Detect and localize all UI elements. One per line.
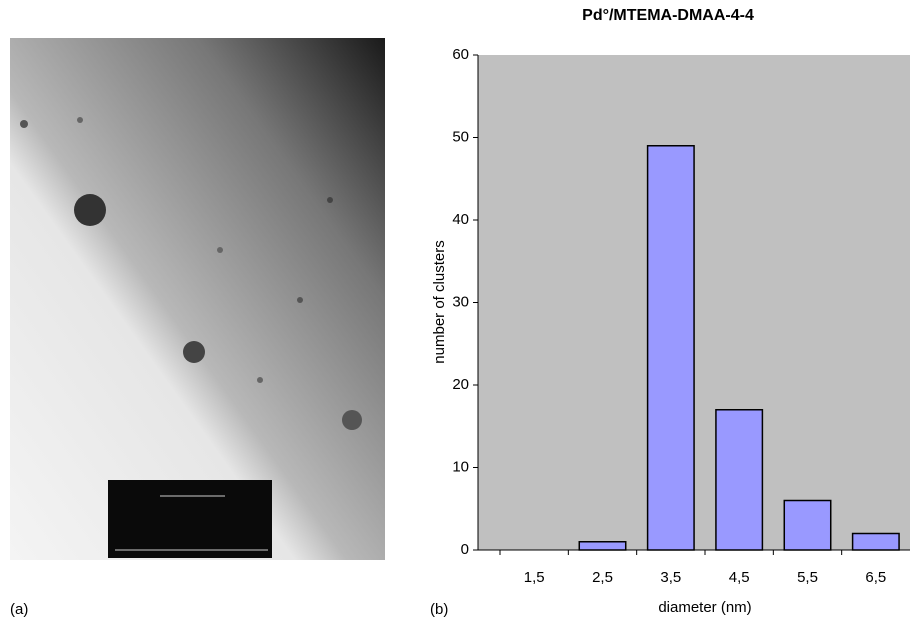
x-tick-label: 5,5 bbox=[797, 569, 818, 586]
y-tick-label: 50 bbox=[452, 128, 469, 145]
x-tick-label: 2,5 bbox=[592, 569, 613, 586]
bar bbox=[715, 409, 764, 551]
bar bbox=[851, 532, 900, 551]
x-tick-label: 6,5 bbox=[865, 569, 886, 586]
panel-label: (a) bbox=[10, 601, 28, 618]
y-tick-label: 10 bbox=[452, 458, 469, 475]
y-tick-label: 40 bbox=[452, 211, 469, 228]
chart-title: Pd°/MTEMA-DMAA-4-4 bbox=[582, 7, 754, 24]
x-tick-label: 1,5 bbox=[524, 569, 545, 586]
y-tick-label: 20 bbox=[452, 376, 469, 393]
x-tick-label: 4,5 bbox=[729, 569, 750, 586]
y-axis-label: number of clusters bbox=[431, 240, 448, 363]
x-axis-label: diameter (nm) bbox=[658, 599, 751, 616]
bar bbox=[783, 499, 832, 551]
bar bbox=[646, 145, 695, 551]
tem-image bbox=[10, 38, 385, 560]
y-tick-label: 0 bbox=[461, 541, 469, 558]
y-tick-label: 60 bbox=[452, 46, 469, 63]
bar bbox=[578, 541, 627, 551]
y-tick-label: 30 bbox=[452, 293, 469, 310]
x-tick-label: 3,5 bbox=[660, 569, 681, 586]
panel-label: (b) bbox=[430, 601, 448, 618]
